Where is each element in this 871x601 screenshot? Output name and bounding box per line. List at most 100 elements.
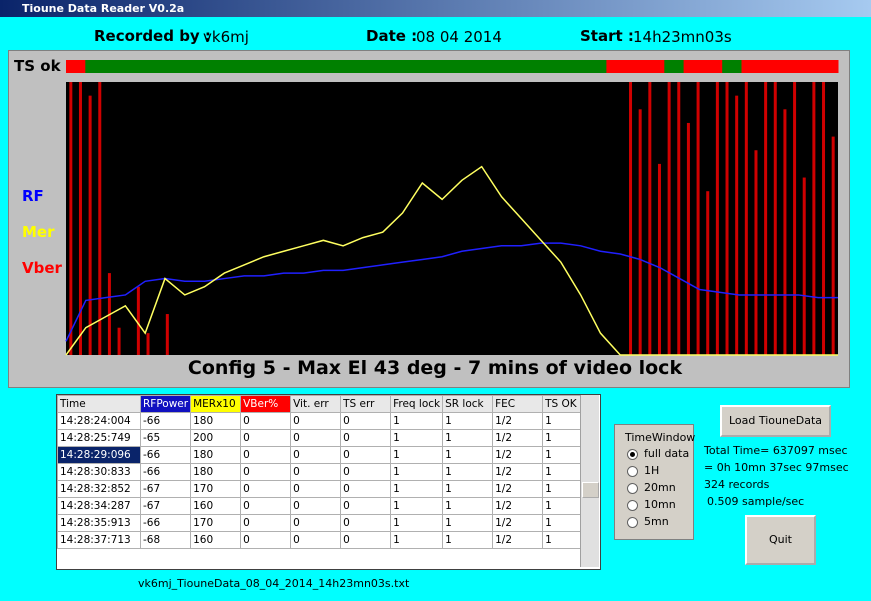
vber-bar <box>831 136 835 355</box>
table-row[interactable]: 14:28:24:004 -66 180 0 0 0 1 1 1/2 1 <box>57 412 594 430</box>
vber-bar <box>773 82 777 355</box>
radio-label: 20mn <box>644 481 676 494</box>
table-cell: 0 <box>340 412 392 430</box>
table-cell: -66 <box>139 514 192 532</box>
radio-button[interactable] <box>627 448 638 460</box>
ts-segment <box>201 60 221 73</box>
table-row[interactable]: 14:28:29:096 -66 180 0 0 0 1 1 1/2 1 <box>57 446 594 464</box>
table-cell: 0 <box>290 480 342 498</box>
table-cell: -67 <box>139 497 192 515</box>
title-bar: Tioune Data Reader V0.2a <box>0 0 871 17</box>
recorded-value: vk6mj <box>203 28 249 46</box>
legend-mer: Mer <box>22 223 55 241</box>
radio-label: 1H <box>644 464 660 477</box>
table-cell: 1/2 <box>492 514 544 532</box>
ts-segment <box>587 60 607 73</box>
table-cell: 1 <box>390 480 444 498</box>
table-cell: 0 <box>290 463 342 481</box>
ts-segment <box>741 60 762 73</box>
table-cell: 0 <box>240 497 292 515</box>
table-cell: 1 <box>390 446 444 464</box>
window-title: Tioune Data Reader V0.2a <box>22 2 185 15</box>
table-cell: 0 <box>340 480 392 498</box>
ts-segment <box>374 60 395 73</box>
vber-bar <box>78 82 82 355</box>
load-button[interactable]: Load TiouneData <box>720 405 831 437</box>
vber-bar <box>146 333 150 355</box>
table-cell: 0 <box>240 446 292 464</box>
table-cell: 0 <box>290 412 342 430</box>
radio-button[interactable] <box>627 465 638 477</box>
vber-bar <box>648 82 652 355</box>
stat-line: 0.509 sample/sec <box>707 495 805 508</box>
vber-bar <box>657 163 661 355</box>
table-cell: 14:28:37:713 <box>57 531 141 549</box>
rf-trace <box>65 242 838 342</box>
ts-segment <box>548 60 569 73</box>
recorded-label: Recorded by : <box>94 27 211 45</box>
ts-segment <box>297 60 318 73</box>
table-cell: 0 <box>290 497 342 515</box>
table-cell: 1 <box>442 412 494 430</box>
ts-segment <box>818 60 839 73</box>
scrollbar[interactable] <box>580 395 599 567</box>
ts-segment <box>181 60 202 73</box>
table-cell: 1/2 <box>492 497 544 515</box>
table-cell: 0 <box>290 531 342 549</box>
ts-segment <box>760 60 781 73</box>
table-cell: 200 <box>190 429 242 447</box>
table-cell: 1 <box>390 463 444 481</box>
stat-line: = 0h 10mn 37sec 97msec <box>704 461 849 474</box>
radio-option[interactable]: 10mn <box>627 498 676 511</box>
table-cell: -66 <box>139 463 192 481</box>
table-cell: 170 <box>190 514 242 532</box>
vber-bar <box>793 82 797 355</box>
radio-button[interactable] <box>627 516 638 528</box>
quit-button[interactable]: Quit <box>745 515 816 565</box>
ts-segment <box>104 60 125 73</box>
ts-segment <box>143 60 163 73</box>
table-row[interactable]: 14:28:37:713 -68 160 0 0 0 1 1 1/2 1 <box>57 531 594 549</box>
table-row[interactable]: 14:28:35:913 -66 170 0 0 0 1 1 1/2 1 <box>57 514 594 532</box>
vber-bar <box>735 95 739 356</box>
table-cell: 160 <box>190 531 242 549</box>
radio-option[interactable]: 1H <box>627 464 659 477</box>
table-row[interactable]: 14:28:34:287 -67 160 0 0 0 1 1 1/2 1 <box>57 497 594 515</box>
ts-segment <box>664 60 685 73</box>
radio-button[interactable] <box>627 499 638 511</box>
table-cell: 0 <box>240 531 292 549</box>
table-cell: 0 <box>340 446 392 464</box>
table-cell: 1 <box>390 531 444 549</box>
table-cell: 1/2 <box>492 446 544 464</box>
table-row[interactable]: 14:28:32:852 -67 170 0 0 0 1 1 1/2 1 <box>57 480 594 498</box>
ts-segment <box>66 60 86 73</box>
stat-line: 324 records <box>704 478 770 491</box>
table-cell: 0 <box>290 514 342 532</box>
vber-bar <box>98 82 102 355</box>
data-table[interactable]: Time RFPower MERx10 VBer% Vit. err TS err Freq… <box>56 394 601 570</box>
table-cell: 14:28:24:004 <box>57 412 141 430</box>
column-header: FEC <box>492 395 544 413</box>
ts-segment <box>123 60 144 73</box>
vber-bar <box>725 82 729 355</box>
mer-trace <box>65 165 838 356</box>
vber-bar <box>686 122 690 355</box>
vber-bar <box>764 82 768 355</box>
table-cell: 1 <box>442 446 494 464</box>
vber-bar <box>88 95 92 356</box>
column-header: RFPower <box>139 395 192 413</box>
table-cell: 0 <box>240 412 292 430</box>
table-cell: 14:28:30:833 <box>57 463 141 481</box>
radio-option[interactable]: 20mn <box>627 481 676 494</box>
table-row[interactable]: 14:28:30:833 -66 180 0 0 0 1 1 1/2 1 <box>57 463 594 481</box>
legend-vber: Vber <box>22 259 63 277</box>
radio-label: 10mn <box>644 498 676 511</box>
radio-option[interactable]: 5mn <box>627 515 669 528</box>
table-cell: -66 <box>139 412 192 430</box>
table-row[interactable]: 14:28:25:749 -65 200 0 0 0 1 1 1/2 1 <box>57 429 594 447</box>
radio-button[interactable] <box>627 482 638 494</box>
radio-option[interactable]: full data <box>627 447 689 460</box>
table-cell: 1 <box>442 531 494 549</box>
table-cell: 14:28:35:913 <box>57 514 141 532</box>
column-header: Vit. err <box>290 395 342 413</box>
